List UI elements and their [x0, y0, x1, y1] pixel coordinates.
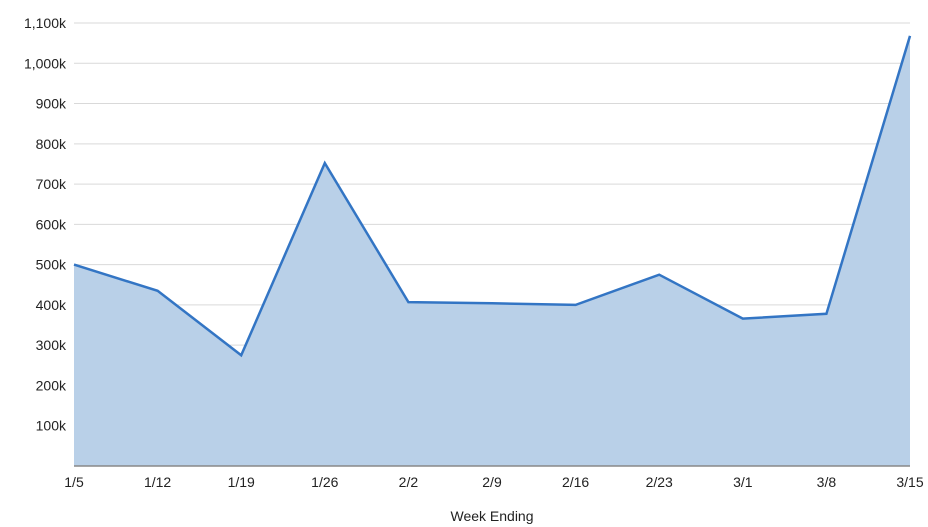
x-tick-label: 1/12 — [144, 474, 171, 490]
y-tick-label: 400k — [36, 297, 67, 313]
y-tick-label: 1,000k — [24, 55, 67, 71]
y-tick-label: 900k — [36, 96, 67, 112]
x-tick-label: 1/19 — [228, 474, 255, 490]
x-tick-label: 2/2 — [399, 474, 419, 490]
x-tick-label: 3/15 — [896, 474, 923, 490]
y-tick-label: 100k — [36, 418, 67, 434]
y-tick-label: 300k — [36, 337, 67, 353]
y-tick-label: 200k — [36, 377, 67, 393]
y-tick-label: 600k — [36, 216, 67, 232]
series-line — [73, 35, 912, 358]
y-tick-label: 800k — [36, 136, 67, 152]
y-tick-label: 1,100k — [24, 15, 67, 31]
x-axis-tick-labels: 1/5 1/12 1/19 1/26 2/2 2/9 2/16 2/23 3/1 3/8 3/15 — [64, 474, 924, 490]
x-tick-label: 1/26 — [311, 474, 338, 490]
x-tick-label: 1/5 — [64, 474, 84, 490]
area-fill — [74, 35, 910, 467]
x-tick-label: 3/8 — [817, 474, 837, 490]
y-tick-label: 700k — [36, 176, 67, 192]
x-tick-label: 2/9 — [482, 474, 502, 490]
x-tick-label: 2/23 — [646, 474, 673, 490]
y-tick-label: 500k — [36, 257, 67, 273]
y-axis-tick-labels: 100k 200k 300k 400k 500k 600k 700k 800k 900k 1,00… — [24, 15, 67, 434]
x-tick-label: 3/1 — [733, 474, 753, 490]
x-axis-title: Week Ending — [450, 508, 533, 524]
x-tick-label: 2/16 — [562, 474, 589, 490]
